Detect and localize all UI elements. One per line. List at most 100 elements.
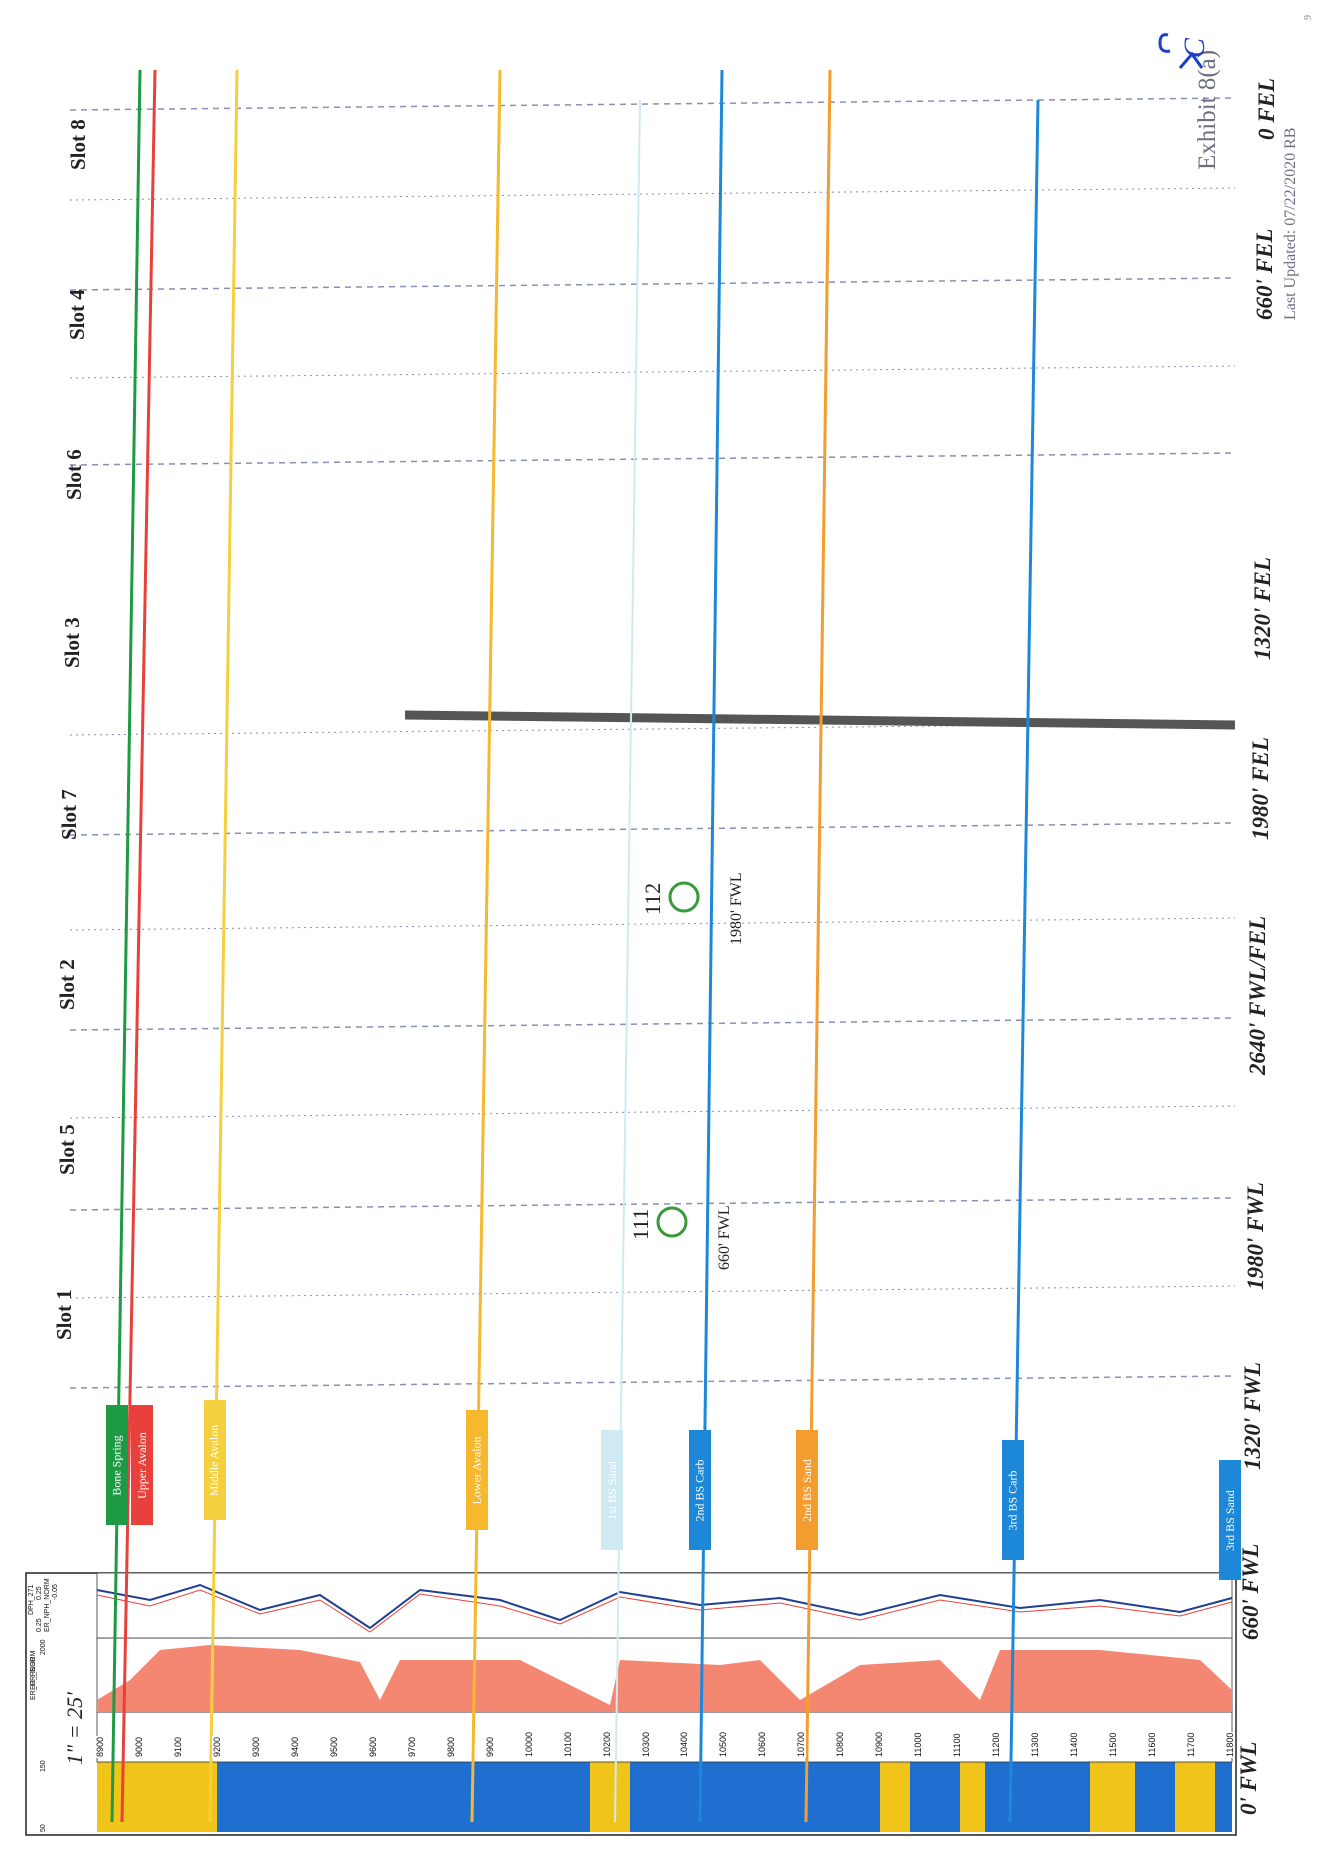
well-112-icon[interactable] [668, 881, 700, 913]
sub-slot-lines [69, 187, 1236, 1299]
log-header-resd: ER_RESD [30, 1656, 37, 1690]
formation-tag-label: Middle Avalon [207, 1424, 222, 1496]
log-header-dph: DPH_271 [28, 1584, 35, 1615]
well-112-offset: 1980' FWL [728, 872, 745, 945]
log-header-gr-min: 50 [40, 1824, 47, 1832]
gr-track [97, 1762, 1232, 1832]
formation-tag-1st-bs-sand: 1st BS Sand [601, 1430, 623, 1550]
well-111-label: 111 [628, 1208, 653, 1240]
depth-tick-label: 11500 [1108, 1731, 1119, 1758]
slot-lines [69, 97, 1236, 1389]
formation-line-bone-spring [110, 69, 142, 1823]
formation-tag-label: 3rd BS Carb [1005, 1470, 1020, 1530]
pos-label-1320-fwl: 1320' FWL [1240, 1362, 1265, 1470]
pos-label-1980-fel: 1980' FEL [1248, 737, 1273, 840]
depth-tick-label: 10700 [796, 1730, 807, 1758]
page-mark: 9 [1303, 15, 1314, 20]
formation-line-2nd-bs-carb [698, 69, 724, 1823]
depth-tick-label: 8900 [95, 1735, 105, 1758]
well-112-label: 112 [640, 882, 665, 915]
formation-tag-lower-avalon: Lower Avalon [466, 1410, 488, 1530]
exhibit-mark: C [1178, 37, 1211, 58]
depth-tick-label: 10800 [835, 1730, 846, 1758]
well-111-icon[interactable] [656, 1206, 688, 1238]
formation-line-middle-avalon [208, 69, 239, 1823]
depth-track [96, 1711, 1233, 1763]
formation-line-3rd-bs-carb [1008, 99, 1040, 1823]
pos-label-660-fwl: 660' FWL [1238, 1543, 1263, 1640]
formation-tag-label: 1st BS Sand [604, 1460, 619, 1520]
formation-lines [110, 69, 1040, 1823]
depth-tick-label: 10100 [562, 1730, 573, 1758]
check-mark-icon [1158, 33, 1171, 53]
depth-tick-label: 9700 [406, 1735, 417, 1758]
formation-line-lower-avalon [470, 69, 502, 1823]
formation-tag-label: Lower Avalon [469, 1435, 484, 1505]
log-header-dph-min: 0.25 [36, 1618, 43, 1632]
depth-tick-label: 10400 [679, 1730, 690, 1758]
formation-line-upper-avalon [120, 69, 157, 1823]
pos-label-1980-fwl: 1980' FWL [1243, 1182, 1268, 1290]
slot-label-3: Slot 3 [60, 617, 84, 668]
log-header-gr-max: 150 [40, 1760, 47, 1772]
formation-tag-upper-avalon: Upper Avalon [131, 1405, 153, 1525]
scale-label: 1" = 25' [62, 1692, 87, 1765]
log-header-nph-max: -0.05 [52, 1584, 59, 1600]
slot-label-8: Slot 8 [66, 119, 90, 170]
formation-tag-bone-spring: Bone Spring [106, 1405, 128, 1525]
depth-tick-label: 9600 [367, 1735, 378, 1758]
formation-tag-3rd-bs-carb: 3rd BS Carb [1002, 1440, 1024, 1560]
last-updated: Last Updated: 07/22/2020 RB [1282, 127, 1299, 320]
pos-label-0-fel: 0 FEL [1254, 78, 1279, 140]
depth-tick-label: 11300 [1030, 1731, 1041, 1758]
porosity-track [96, 1572, 1233, 1639]
slot-label-5: Slot 5 [55, 1124, 79, 1175]
exhibit-title: Exhibit 8(a) [1194, 49, 1221, 170]
formation-line-2nd-bs-sand [804, 69, 832, 1823]
slot-label-6: Slot 6 [62, 449, 86, 500]
depth-tick-label: 9900 [484, 1735, 495, 1758]
depth-tick-label: 9400 [289, 1735, 300, 1758]
pos-label-1320-fel: 1320' FEL [1250, 557, 1275, 660]
depth-tick-label: 9500 [328, 1735, 339, 1758]
depth-tick-label: 9200 [211, 1735, 222, 1758]
log-header-resd-min: 2000 [40, 1639, 47, 1655]
formation-tag-2nd-bs-carb: 2nd BS Carb [689, 1430, 711, 1550]
depth-tick-label: 11100 [952, 1732, 963, 1758]
slot-label-2: Slot 2 [55, 959, 79, 1010]
depth-tick-label: 10900 [874, 1730, 885, 1758]
formation-tag-middle-avalon: Middle Avalon [204, 1400, 226, 1520]
pos-label-2640-fwl-fel: 2640' FWL/FEL [1245, 915, 1270, 1075]
depth-tick-label: 9300 [250, 1735, 261, 1758]
depth-tick-label: 11200 [991, 1731, 1002, 1758]
formation-tag-label: 2nd BS Sand [799, 1458, 814, 1522]
log-header-dph-max: 0.25 [36, 1586, 43, 1600]
resistivity-track [96, 1637, 1233, 1713]
formation-tag-label: 2nd BS Carb [692, 1458, 707, 1522]
formation-tag-label: Bone Spring [109, 1434, 124, 1496]
formation-tag-label: Upper Avalon [134, 1431, 149, 1499]
depth-tick-label: 9100 [172, 1735, 183, 1758]
depth-tick-label: 11000 [913, 1731, 924, 1758]
log-header-nph: ER_NPH_NORM [44, 1578, 51, 1632]
depth-tick-label: 9800 [445, 1735, 456, 1758]
formation-line-1st-bs-sand [614, 99, 641, 1823]
depth-tick-label: 10600 [757, 1730, 768, 1758]
depth-tick-label: 9000 [133, 1735, 144, 1758]
depth-tick-label: 10300 [640, 1730, 651, 1758]
formation-tag-3rd-bs-sand: 3rd BS Sand [1219, 1460, 1241, 1580]
well-111-offset: 660' FWL [716, 1205, 733, 1270]
depth-tick-label: 10000 [523, 1730, 534, 1758]
slot-label-1: Slot 1 [52, 1289, 76, 1340]
slot-label-7: Slot 7 [57, 789, 81, 840]
formation-tag-2nd-bs-sand: 2nd BS Sand [796, 1430, 818, 1550]
depth-tick-label: 10200 [601, 1730, 612, 1758]
caret-mark-icon [1178, 51, 1204, 69]
depth-tick-label: 11400 [1069, 1731, 1080, 1758]
pos-label-660-fel: 660' FEL [1252, 228, 1277, 320]
depth-tick-label: 11800 [1225, 1731, 1235, 1758]
formation-tag-label: 3rd BS Sand [1222, 1489, 1237, 1551]
slot-label-4: Slot 4 [65, 289, 89, 340]
depth-tick-label: 11600 [1147, 1731, 1158, 1758]
